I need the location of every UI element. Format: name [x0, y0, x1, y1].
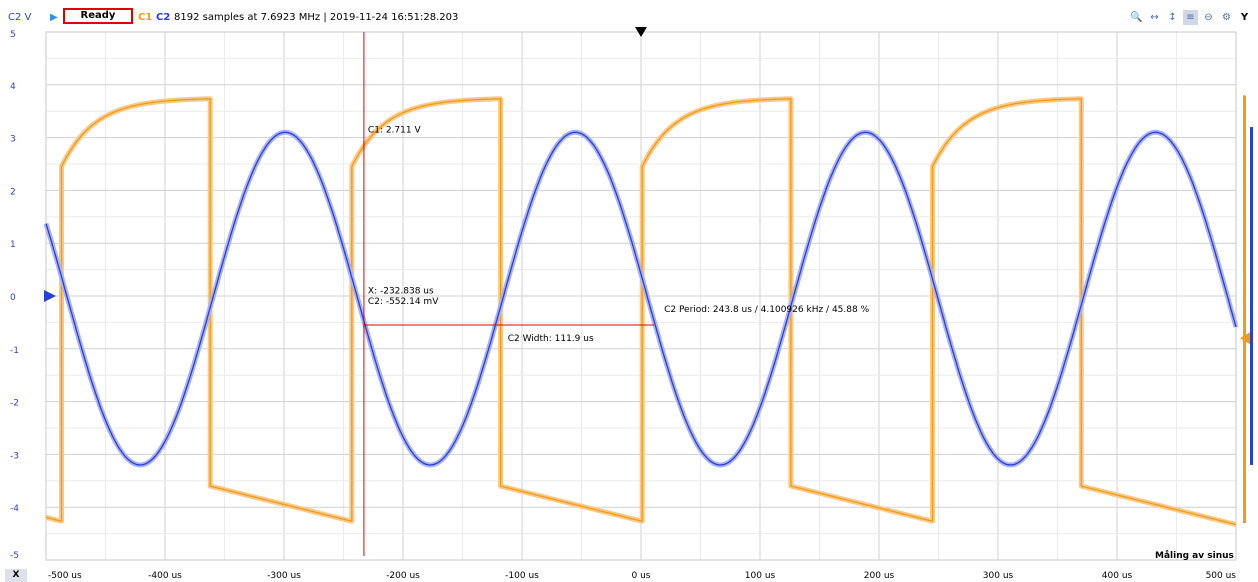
x-tick-label: 0 us	[632, 571, 651, 581]
traces	[43, 27, 1253, 527]
cursor-icon[interactable]: ≡	[1183, 10, 1198, 25]
cursor-x-readout: X: -232.838 us	[368, 286, 434, 296]
c2-width-measurement: C2 Width: 111.9 us	[508, 334, 594, 344]
y-tick-label: 0	[10, 293, 16, 303]
acquisition-info: 8192 samples at 7.6923 MHz | 2019-11-24 …	[174, 12, 459, 23]
toolbar: C2 V ▶ Ready C1 C2 8192 samples at 7.692…	[0, 0, 1258, 25]
channel-1-toggle[interactable]: C1	[138, 12, 153, 23]
y-tick-label: 2	[10, 187, 16, 197]
y-tick-label: 1	[10, 240, 16, 250]
y-tick-label: -5	[10, 551, 19, 561]
x-tick-label: 300 us	[983, 571, 1014, 581]
cursors	[363, 32, 655, 556]
x-tick-label: -300 us	[267, 571, 301, 581]
measurement-title: Måling av sinus	[1155, 551, 1234, 561]
c1-scale-bar	[1243, 95, 1246, 524]
y-tick-label: -3	[10, 451, 19, 461]
x-tick-label: -200 us	[386, 571, 420, 581]
y-tick-label: 5	[10, 30, 16, 40]
y-axis-toggle[interactable]: Y	[1240, 12, 1249, 23]
c2-period-measurement: C2 Period: 243.8 us / 4.100926 kHz / 45.…	[664, 305, 869, 315]
zoom-out-icon[interactable]: ⊖	[1204, 12, 1213, 23]
x-tick-label: -500 us	[48, 571, 82, 581]
y-tick-label: -2	[10, 399, 19, 409]
x-axis-button[interactable]: X	[5, 569, 27, 582]
x-tick-label: 500 us	[1206, 571, 1237, 581]
y-axis-ticks: 5 4 3 2 1 0 -1 -2 -3 -4 -5	[10, 30, 19, 561]
x-axis-ticks: -500 us -400 us -300 us -200 us -100 us 0 us 1…	[48, 571, 1236, 581]
settings-icon[interactable]: ⚙	[1222, 12, 1231, 23]
zoom-fit-x-icon[interactable]: ↔	[1150, 12, 1159, 23]
y-tick-label: 4	[10, 82, 16, 92]
zoom-fit-y-icon[interactable]: ↕	[1168, 12, 1177, 23]
y-axis-channel-label: C2 V	[8, 12, 32, 23]
y-tick-label: 3	[10, 135, 16, 145]
c2-offset-marker	[44, 290, 56, 302]
zoom-in-icon[interactable]: 🔍	[1130, 12, 1143, 23]
cursor-c1-readout: C1: 2.711 V	[368, 125, 422, 135]
x-tick-label: 100 us	[745, 571, 776, 581]
x-tick-label: 400 us	[1102, 571, 1133, 581]
cursor-c2-readout: C2: -552.14 mV	[368, 297, 439, 307]
channel-2-toggle[interactable]: C2	[156, 12, 171, 23]
c2-trace	[45, 131, 1237, 466]
x-tick-label: -400 us	[148, 571, 182, 581]
y-tick-label: -1	[10, 346, 19, 356]
c1-trace	[45, 98, 1237, 526]
trigger-marker	[635, 27, 647, 37]
status-badge[interactable]: Ready	[63, 8, 133, 24]
c2-scale-bar	[1250, 127, 1253, 465]
y-tick-label: -4	[10, 504, 19, 514]
x-tick-label: 200 us	[864, 571, 895, 581]
run-icon[interactable]: ▶	[50, 12, 58, 23]
tool-buttons: 🔍 ↔ ↕ ≡ ⊖ ⚙ Y	[1129, 10, 1252, 25]
x-tick-label: -100 us	[505, 571, 539, 581]
